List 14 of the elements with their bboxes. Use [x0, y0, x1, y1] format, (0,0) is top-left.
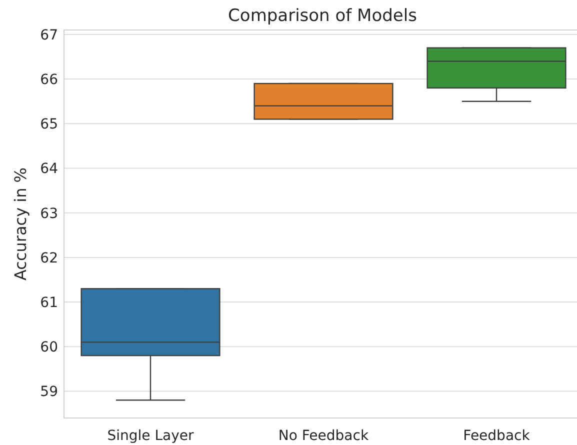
y-tick-label: 66 — [40, 72, 58, 88]
y-axis-title: Accuracy in % — [11, 167, 30, 281]
x-tick-label: Feedback — [463, 428, 531, 444]
y-tick-label: 63 — [40, 206, 58, 222]
x-tick-label: No Feedback — [278, 428, 370, 444]
x-tick-label: Single Layer — [107, 428, 194, 444]
y-tick-label: 67 — [40, 27, 58, 44]
y-tick-label: 62 — [40, 250, 58, 266]
y-tick-label: 65 — [40, 116, 58, 133]
chart-title: Comparison of Models — [228, 6, 418, 26]
y-tick-label: 59 — [40, 384, 58, 400]
y-tick-label: 61 — [40, 294, 58, 311]
y-tick-label: 60 — [40, 340, 58, 356]
y-tick-label: 64 — [40, 161, 58, 178]
